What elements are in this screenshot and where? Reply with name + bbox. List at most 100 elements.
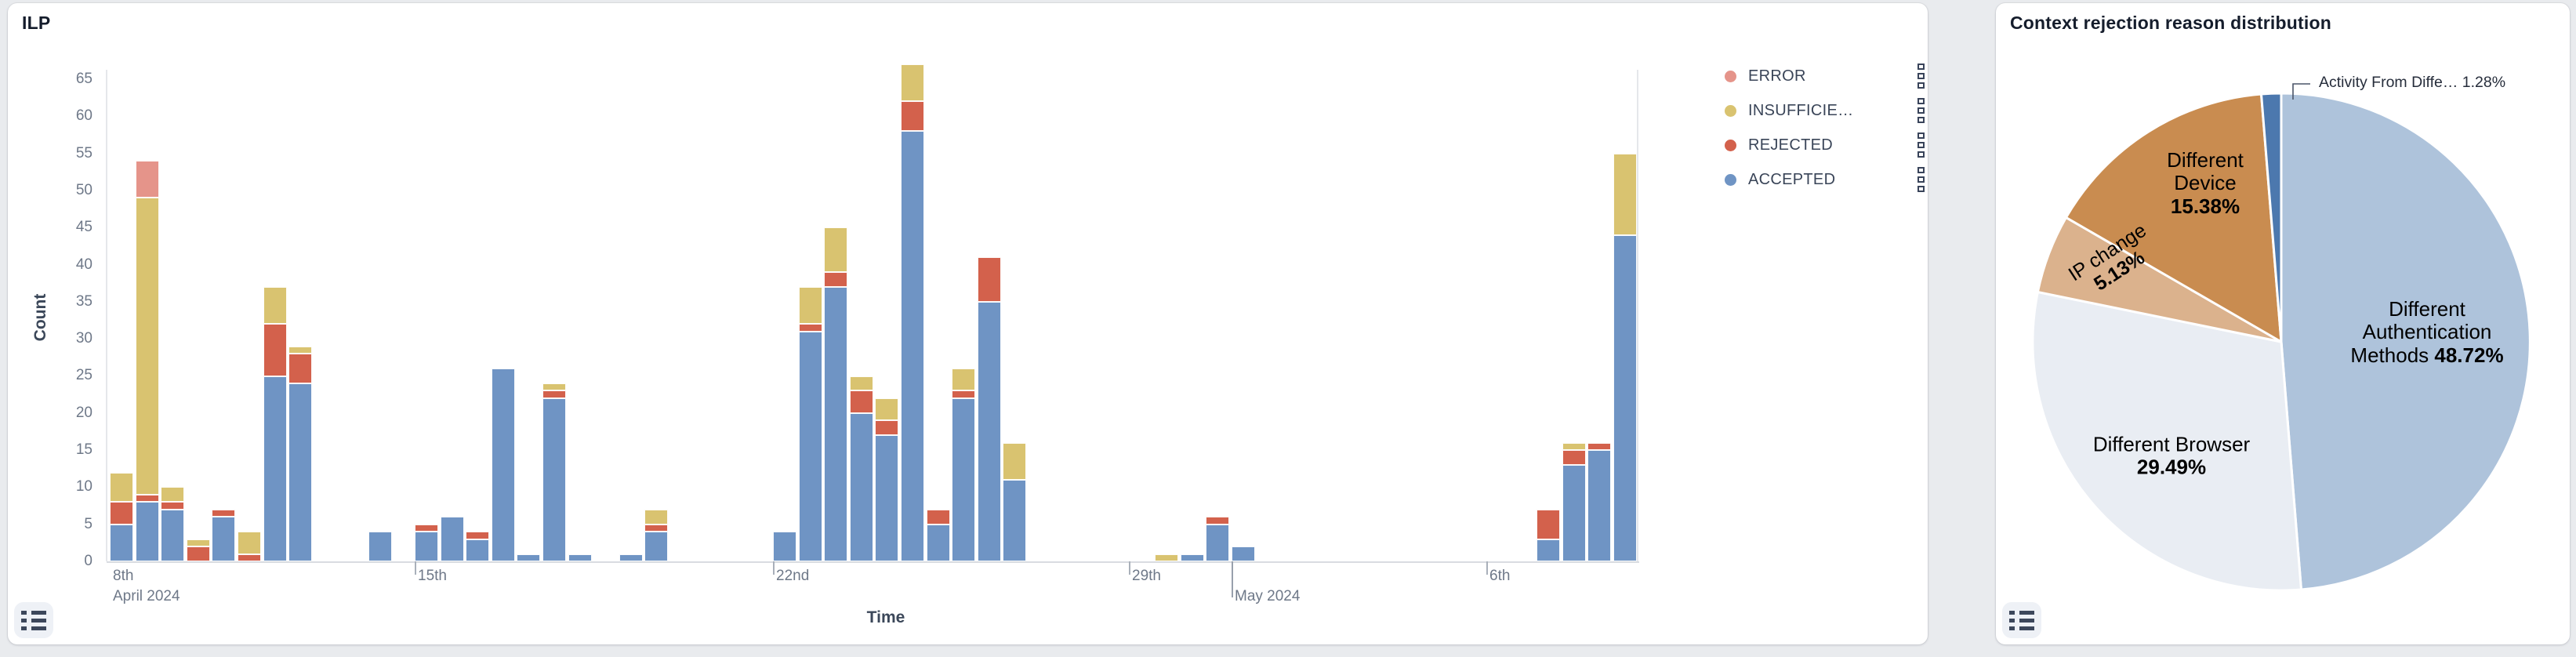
bar-segment-rejected bbox=[926, 509, 950, 525]
y-tick-label: 30 bbox=[75, 330, 93, 347]
bar-segment-accepted bbox=[926, 524, 950, 561]
y-tick-label: 65 bbox=[75, 71, 93, 87]
y-tick-label: 40 bbox=[75, 256, 93, 273]
y-tick-label: 0 bbox=[84, 553, 93, 569]
bar-segment-accepted bbox=[288, 383, 313, 561]
x-tick-mark bbox=[773, 561, 775, 575]
bar-segment-insufficient bbox=[288, 346, 313, 354]
y-tick-label: 45 bbox=[75, 219, 93, 236]
drag-handle-icon[interactable] bbox=[1917, 98, 1925, 123]
bar-segment-insufficient bbox=[542, 383, 566, 391]
bar-segment-insufficient bbox=[824, 227, 848, 272]
bar-segment-accepted bbox=[212, 517, 236, 561]
legend-item-rejected[interactable]: REJECTED bbox=[1725, 128, 1925, 162]
x-tick-mark bbox=[1129, 561, 1130, 575]
bar-segment-accepted bbox=[263, 376, 287, 561]
y-tick-label: 35 bbox=[75, 292, 93, 310]
x-tick-mark bbox=[1232, 561, 1233, 597]
bar-segment-accepted bbox=[952, 397, 976, 561]
legend-swatch bbox=[1725, 70, 1736, 82]
legend-toggle-button[interactable] bbox=[2002, 602, 2041, 638]
bar-segment-rejected bbox=[263, 324, 287, 376]
y-tick-label: 60 bbox=[75, 107, 93, 125]
pie-label-different-browser: Different Browser 29.49% bbox=[2092, 432, 2251, 479]
drag-handle-icon[interactable] bbox=[1917, 64, 1925, 89]
bar-segment-rejected bbox=[415, 524, 438, 532]
bar-segment-insufficient bbox=[849, 376, 873, 391]
bar-segment-accepted bbox=[773, 532, 796, 561]
bar-segment-accepted bbox=[619, 554, 643, 561]
rejection-reason-pie bbox=[2031, 83, 2531, 592]
legend-toggle-button[interactable] bbox=[14, 602, 53, 638]
bar-segment-rejected bbox=[644, 524, 669, 532]
bar-segment-insufficient bbox=[875, 397, 899, 421]
y-axis-tick-labels: 0 5 10 15 20 25 30 35 40 45 50 55 60 65 bbox=[53, 71, 99, 569]
bar-segment-rejected bbox=[110, 502, 133, 525]
x-axis-title: Time bbox=[866, 608, 905, 626]
legend-item-accepted[interactable]: ACCEPTED bbox=[1725, 162, 1925, 197]
bar-segment-accepted bbox=[466, 539, 490, 561]
x-tick-mark bbox=[1486, 561, 1488, 575]
bar-segment-insufficient bbox=[186, 539, 210, 547]
y-axis-title: Count bbox=[31, 293, 49, 342]
bar-segment-accepted bbox=[1537, 539, 1560, 561]
bar-segment-rejected bbox=[1537, 509, 1560, 539]
legend-item-label: ACCEPTED bbox=[1748, 170, 1836, 188]
pie-slice-different-device bbox=[2065, 93, 2283, 343]
legend: ERROR INSUFFICIE… REJECTED ACCEPTED bbox=[1725, 59, 1925, 197]
bar-segment-accepted bbox=[1180, 554, 1204, 561]
bar-segment-rejected bbox=[849, 390, 873, 413]
bar-segment-accepted bbox=[440, 517, 464, 561]
y-tick-label: 15 bbox=[75, 441, 93, 459]
bar-segment-rejected bbox=[135, 494, 159, 503]
bar-segment-rejected bbox=[1562, 450, 1586, 465]
ilp-chart-card: ILP Count Time 0 5 10 15 20 25 30 35 40 45 50 55 60 6… bbox=[8, 3, 1928, 644]
bar-segment-rejected bbox=[977, 257, 1001, 302]
legend-item-error[interactable]: ERROR bbox=[1725, 59, 1925, 93]
legend-item-label: ERROR bbox=[1748, 67, 1806, 85]
bar-segment-accepted bbox=[568, 554, 592, 561]
bar-segment-accepted bbox=[901, 131, 924, 561]
drag-handle-icon[interactable] bbox=[1917, 132, 1925, 158]
y-axis-line bbox=[106, 70, 107, 561]
y-tick-label: 10 bbox=[75, 478, 93, 495]
y-tick-label: 25 bbox=[75, 367, 93, 384]
bar-segment-insufficient bbox=[1155, 554, 1178, 561]
legend-item-label: REJECTED bbox=[1748, 136, 1833, 154]
legend-swatch bbox=[1725, 173, 1736, 186]
bar-segment-accepted bbox=[824, 286, 848, 561]
bar-segment-rejected bbox=[824, 272, 848, 287]
drag-handle-icon[interactable] bbox=[1917, 167, 1925, 192]
bar-segment-insufficient bbox=[238, 532, 261, 554]
pie-slice-different-authentication-methods bbox=[2280, 92, 2531, 591]
x-tick-label: 6th bbox=[1489, 568, 1511, 584]
bar-segment-insufficient bbox=[644, 509, 669, 525]
stacked-bar-plot bbox=[107, 64, 1638, 561]
bar-segment-accepted bbox=[368, 532, 392, 561]
bar-segment-insufficient bbox=[263, 286, 287, 325]
legend-item-insufficie[interactable]: INSUFFICIE… bbox=[1725, 93, 1925, 128]
y-tick-label: 50 bbox=[75, 181, 93, 198]
pie-slice-different-browser bbox=[2031, 291, 2302, 592]
bar-segment-accepted bbox=[977, 301, 1001, 561]
bar-segment-error bbox=[135, 161, 159, 198]
bar-segment-insufficient bbox=[798, 286, 822, 325]
legend-swatch bbox=[1725, 139, 1736, 151]
bar-segment-rejected bbox=[1206, 517, 1230, 525]
list-icon bbox=[2009, 610, 2034, 630]
x-axis-tick-labels: 8th April 2024 15th 22nd 29th May 2024 6th bbox=[107, 561, 1638, 616]
bar-segment-accepted bbox=[110, 524, 133, 561]
y-tick-label: 5 bbox=[84, 515, 93, 532]
x-tick-sublabel: April 2024 bbox=[113, 588, 180, 604]
plot-right-border bbox=[1637, 70, 1638, 561]
bar-segment-rejected bbox=[1587, 442, 1612, 451]
pie-title: Context rejection reason distribution bbox=[2010, 13, 2331, 33]
bar-segment-insufficient bbox=[135, 198, 159, 495]
bar-segment-accepted bbox=[161, 509, 185, 561]
x-tick-mark bbox=[415, 561, 416, 575]
bar-segment-accepted bbox=[415, 532, 438, 561]
legend-item-label: INSUFFICIE… bbox=[1748, 101, 1854, 119]
bar-segment-insufficient bbox=[1613, 153, 1637, 235]
bar-segment-accepted bbox=[542, 397, 566, 561]
bar-segment-rejected bbox=[952, 390, 976, 398]
